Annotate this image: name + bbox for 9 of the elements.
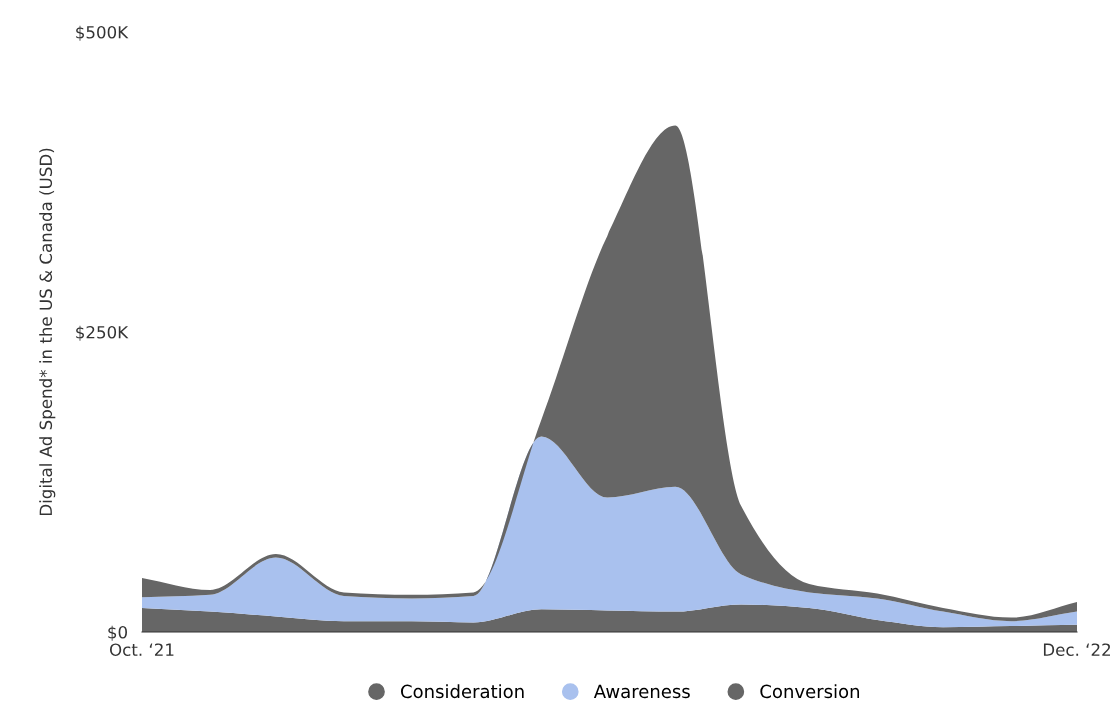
x-tick-label: Oct. ‘21	[109, 643, 174, 657]
legend-label: Awareness	[593, 684, 690, 699]
y-axis-title: Digital Ad Spend* in the US & Canada (USD)	[39, 148, 56, 516]
x-tick-label: Dec. ‘22	[1043, 643, 1111, 657]
y-tick-label: $0	[108, 625, 127, 641]
legend-label: Conversion	[760, 684, 860, 699]
y-tick-label: $500K	[76, 25, 129, 41]
legend-label: Consideration	[400, 684, 524, 699]
y-tick-label: $250K	[76, 325, 129, 341]
